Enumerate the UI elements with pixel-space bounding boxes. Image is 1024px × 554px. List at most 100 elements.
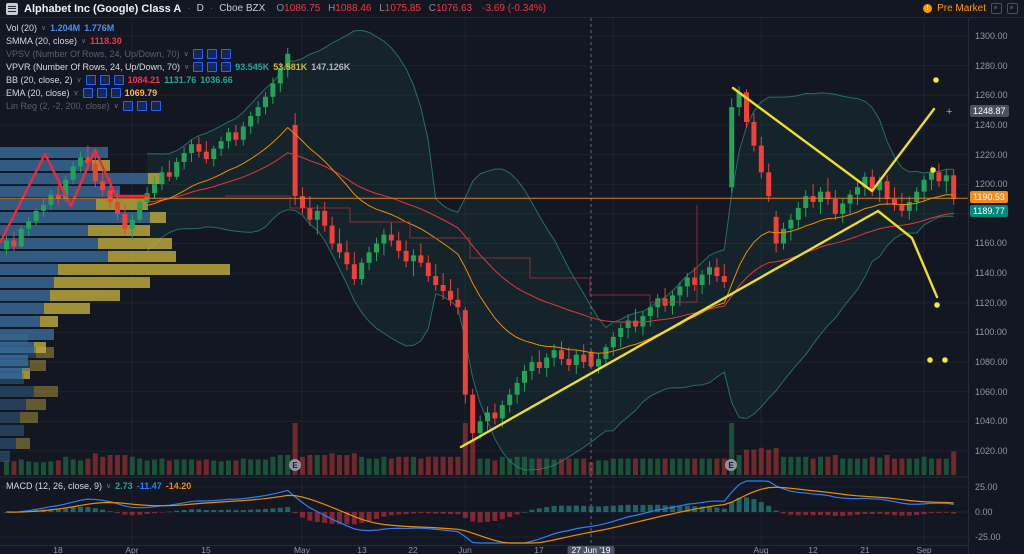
indicator-legend-row-3[interactable]: VPVR (Number Of Rows, 24, Up/Down, 70) ∨ 9… <box>6 60 350 73</box>
chart-header: Alphabet Inc (Google) Class A · D · Cboe… <box>0 0 1024 18</box>
price-tick-label: 1200.00 <box>975 179 1008 190</box>
macd-tick-label: 25.00 <box>975 482 998 492</box>
indicator-legend-row-5[interactable]: EMA (20, close) ∨ 1069.79 <box>6 86 350 99</box>
main-chart-canvas[interactable]: +E E <box>0 18 968 545</box>
drawings-layer[interactable]: + <box>0 77 968 449</box>
time-tick-label: 12 <box>808 545 818 554</box>
price-tick-label: 1300.00 <box>975 31 1008 41</box>
indicator-value: 1.776M <box>84 22 115 33</box>
pre-market-label: Pre Market <box>937 3 986 14</box>
settings-icon[interactable] <box>136 100 147 111</box>
settings-icon[interactable] <box>1007 3 1018 14</box>
indicator-title: Vol (20) <box>6 22 38 33</box>
time-tick-label: May <box>293 545 311 554</box>
indicator-value: 147.126K <box>311 61 351 72</box>
time-axis[interactable]: 18 Apr 15 May 13 22 Jun 17 Aug 12 21 Sep 27 Jun '19 <box>0 545 968 554</box>
indicator-legend-row-6[interactable]: Lin Reg (2, -2, 200, close) ∨ <box>6 99 350 112</box>
indicator-value: -11.47 <box>136 481 162 491</box>
indicator-value: 1036.66 <box>200 74 233 85</box>
price-tick-label: 1240.00 <box>975 119 1008 130</box>
indicator-value: 93.545K <box>235 61 270 72</box>
macd-panel <box>4 480 957 544</box>
chevron-down-icon: ∨ <box>183 50 189 58</box>
chevron-down-icon: ∨ <box>41 24 47 32</box>
eye-icon[interactable] <box>192 48 203 59</box>
eye-icon[interactable] <box>122 100 133 111</box>
indicator-value: 1.204M <box>50 22 81 33</box>
time-tick-label: Aug <box>753 545 769 554</box>
price-tick-label: 1280.00 <box>975 60 1008 71</box>
price-axis[interactable]: 1300.00 1280.00 1260.00 1240.00 1220.00 1200.… <box>968 18 1024 554</box>
price-tick-label: 1060.00 <box>975 386 1008 397</box>
time-tick-label: 15 <box>201 545 211 554</box>
close-icon[interactable] <box>110 87 121 98</box>
separator: · <box>187 3 191 14</box>
settings-icon[interactable] <box>207 61 218 72</box>
indicator-value: 1118.30 <box>90 35 122 46</box>
close-icon[interactable] <box>221 61 232 72</box>
price-tick-label: 1120.00 <box>975 297 1007 308</box>
pre-market-icon: ! <box>923 4 933 13</box>
close-icon[interactable] <box>220 48 231 59</box>
price-tick-label: 1100.00 <box>975 327 1007 338</box>
eye-icon[interactable] <box>82 87 93 98</box>
indicator-value: 1084.21 <box>127 74 161 85</box>
eye-icon[interactable] <box>193 61 204 72</box>
settings-icon[interactable] <box>96 87 107 98</box>
indicator-legend-row-0[interactable]: Vol (20) ∨ 1.204M 1.776M <box>6 21 350 34</box>
symbol-title[interactable]: Alphabet Inc (Google) Class A <box>24 2 182 15</box>
svg-text:E: E <box>728 461 734 470</box>
indicator-legend-row-1[interactable]: SMMA (20, close) ∨ 1118.30 <box>6 34 350 47</box>
time-tick-label: Sep <box>916 545 932 554</box>
settings-icon[interactable] <box>99 74 110 85</box>
close-value: 1076.63 <box>435 3 473 14</box>
change-readout: -3.69 (-0.34%) <box>482 3 547 14</box>
indicator-title: Lin Reg (2, -2, 200, close) <box>6 100 110 111</box>
ohlc-readout: O1086.75 H1088.46 L1075.85 C1076.63 <box>271 3 472 14</box>
indicator-lines <box>146 126 954 354</box>
macd-legend[interactable]: MACD (12, 26, close, 9) ∨ 2.73 -11.47 -14.20 <box>6 481 191 491</box>
close-icon[interactable] <box>113 74 124 85</box>
chevron-down-icon: ∨ <box>73 89 79 97</box>
close-icon[interactable] <box>150 100 161 111</box>
alert-price-label: 1190.53 <box>970 191 1008 204</box>
high-label: H <box>328 3 336 14</box>
price-tick-label: 1080.00 <box>975 357 1008 368</box>
time-tick-label: 18 <box>53 545 63 554</box>
indicator-value: 2.73 <box>115 481 133 491</box>
crosshair-date-label: 27 Jun '19 <box>567 546 615 554</box>
last-price-label: 1189.77 <box>970 205 1008 218</box>
indicator-legend-row-4[interactable]: BB (20, close, 2) ∨ 1084.21 1131.76 1036.66 <box>6 73 350 86</box>
price-tick-label: 1220.00 <box>975 149 1008 160</box>
svg-text:E: E <box>292 461 298 470</box>
indicator-title: BB (20, close, 2) <box>6 74 73 85</box>
indicator-value: 1069.79 <box>124 87 158 98</box>
time-tick-label: 17 <box>534 545 544 554</box>
chevron-down-icon: ∨ <box>113 102 119 110</box>
settings-icon[interactable] <box>206 48 217 59</box>
price-tick-label: 1040.00 <box>975 416 1008 427</box>
macd-tick-label: -25.00 <box>975 532 1001 542</box>
header-right: ! Pre Market <box>923 3 1018 14</box>
high-value: 1088.46 <box>335 3 372 14</box>
price-tick-label: 1160.00 <box>975 238 1007 249</box>
time-tick-label: 21 <box>860 545 870 554</box>
menu-icon[interactable] <box>6 2 18 15</box>
close-label: C <box>428 3 436 14</box>
volume-bars <box>4 423 957 475</box>
indicator-title: VPSV (Number Of Rows, 24, Up/Down, 70) <box>6 48 180 59</box>
candles-layer <box>4 47 957 443</box>
indicator-title: VPVR (Number Of Rows, 24, Up/Down, 70) <box>6 61 181 72</box>
interval-selector[interactable]: D <box>196 3 204 14</box>
chevron-down-icon: ∨ <box>184 63 190 71</box>
chevron-down-icon: ∨ <box>81 37 87 45</box>
indicator-legend-row-2[interactable]: VPSV (Number Of Rows, 24, Up/Down, 70) ∨ <box>6 47 350 60</box>
exchange-label[interactable]: Cboe BZX <box>219 3 266 14</box>
low-label: L <box>379 3 385 14</box>
camera-icon[interactable] <box>991 3 1002 14</box>
eye-icon[interactable] <box>85 74 96 85</box>
time-tick-label: Jun <box>458 545 472 554</box>
indicator-value: -14.20 <box>165 481 192 491</box>
